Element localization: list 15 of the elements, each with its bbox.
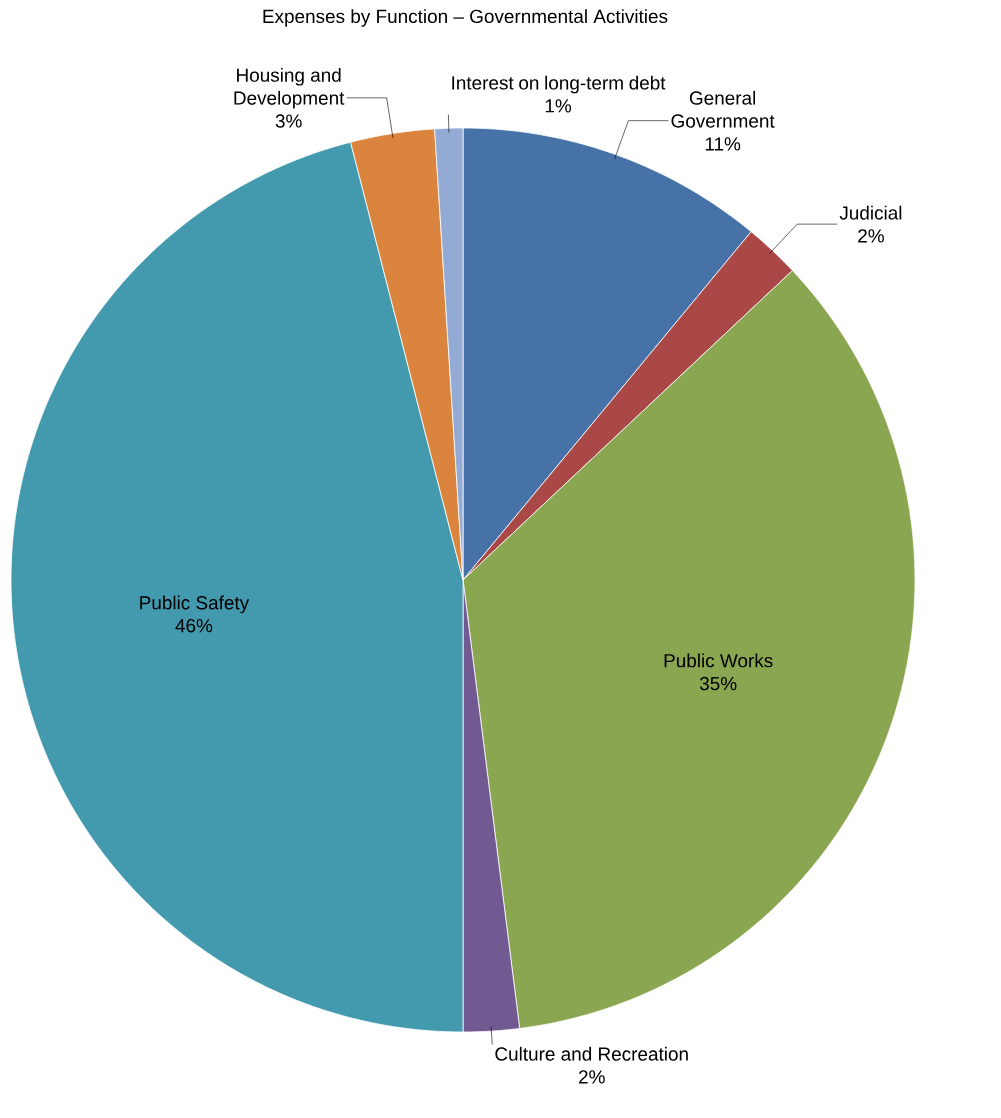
- slice-label: Housing and Development: [234, 67, 345, 109]
- slice-label: Public Safety: [140, 595, 250, 614]
- data-label: 2%: [858, 229, 884, 243]
- data-label: 35%: [699, 676, 737, 691]
- slice-label: Culture and Recreation: [495, 1046, 688, 1061]
- slice-label: General Government: [671, 90, 775, 128]
- slice-label: Public Works: [664, 653, 773, 668]
- data-label: 1%: [545, 99, 572, 113]
- data-label: 46%: [175, 618, 213, 633]
- data-label: 11%: [705, 137, 741, 151]
- slice-label: Interest on long-term debt: [452, 75, 666, 94]
- chart-title: Expenses by Function – Governmental Activities: [263, 9, 668, 27]
- data-label: 2%: [579, 1070, 605, 1084]
- data-label: 3%: [275, 114, 302, 128]
- slice-label: Judicial: [839, 205, 902, 220]
